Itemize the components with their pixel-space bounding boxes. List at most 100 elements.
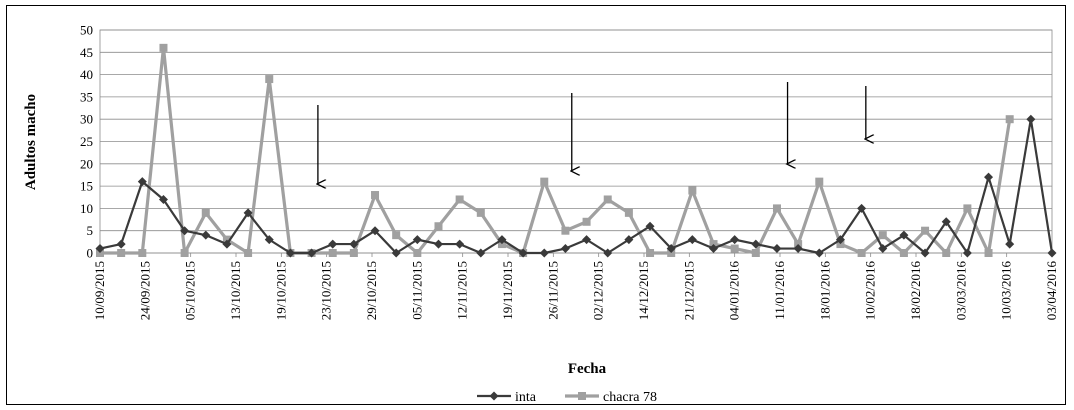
data-point	[138, 249, 147, 257]
data-point	[455, 195, 464, 204]
x-tick-label: 05/10/2015	[183, 261, 198, 320]
data-point	[328, 239, 338, 249]
data-point	[244, 249, 253, 257]
data-point	[116, 239, 126, 249]
data-point	[539, 248, 549, 258]
data-point	[413, 249, 422, 257]
y-axis-ticks: 0 5 10 15 20 25 30 35 40 45 50	[80, 23, 93, 261]
data-point	[497, 235, 507, 245]
data-point	[307, 248, 317, 258]
x-tick-label: 19/10/2015	[273, 261, 288, 320]
x-tick-label: 26/11/2015	[545, 261, 560, 320]
data-point	[920, 248, 930, 258]
y-tick-label: 30	[80, 112, 93, 127]
data-point	[1047, 248, 1057, 258]
x-tick-label: 18/01/2016	[817, 261, 832, 321]
data-point	[878, 231, 887, 240]
data-point	[1005, 239, 1015, 249]
data-point	[835, 235, 845, 245]
data-point	[730, 235, 740, 245]
data-point	[624, 235, 634, 245]
x-tick-label: 13/10/2015	[228, 261, 243, 320]
data-point	[878, 244, 888, 254]
y-tick-label: 5	[87, 223, 94, 238]
x-tick-label: 19/11/2015	[500, 261, 515, 320]
legend-swatch-marker	[489, 391, 499, 401]
data-point	[921, 226, 930, 235]
legend-swatch-marker	[578, 392, 586, 400]
data-point	[285, 248, 295, 258]
x-tick-label: 29/10/2015	[364, 261, 379, 320]
y-tick-label: 50	[80, 23, 93, 38]
data-point	[391, 248, 401, 258]
data-point	[1005, 115, 1014, 124]
data-point	[222, 239, 232, 249]
data-point	[772, 204, 781, 213]
data-point	[455, 239, 465, 249]
x-tick-label: 05/11/2015	[409, 261, 424, 320]
data-point	[137, 177, 147, 187]
data-point	[984, 172, 994, 182]
data-point	[243, 208, 253, 218]
x-tick-label: 21/12/2015	[681, 261, 696, 320]
legend-item-chacra-78: chacra 78	[565, 390, 657, 405]
chart-frame: 0 5 10 15 20 25 30 35 40 45 50 10/09/2015 24/09/201…	[6, 5, 1066, 405]
y-tick-label: 10	[80, 201, 93, 216]
x-tick-label: 02/12/2015	[591, 261, 606, 320]
data-point	[899, 230, 909, 240]
plot-area	[99, 29, 1053, 254]
data-point	[561, 226, 570, 235]
legend: inta chacra 78	[477, 390, 657, 405]
data-point	[582, 217, 591, 226]
x-tick-label: 10/03/2016	[999, 261, 1014, 321]
x-tick-label: 23/10/2015	[319, 261, 334, 320]
data-point	[815, 177, 824, 186]
data-point	[349, 239, 359, 249]
data-point	[1026, 114, 1036, 124]
data-point	[646, 249, 655, 257]
x-tick-label: 12/11/2015	[455, 261, 470, 320]
data-point	[603, 195, 612, 204]
x-axis-title: Fecha	[568, 361, 607, 377]
legend-item-inta: inta	[477, 390, 537, 405]
data-point	[772, 244, 782, 254]
data-point	[180, 249, 189, 257]
x-tick-label: 03/03/2016	[953, 261, 968, 321]
y-axis-title: Adultos macho	[23, 94, 39, 190]
x-tick-label: 11/01/2016	[772, 261, 787, 320]
x-tick-label: 03/04/2016	[1044, 261, 1059, 321]
data-point	[392, 231, 401, 240]
data-point	[941, 217, 951, 227]
x-tick-label: 24/09/2015	[137, 261, 152, 320]
y-tick-label: 45	[80, 45, 93, 60]
data-point	[582, 235, 592, 245]
x-tick-label: 10/02/2016	[863, 261, 878, 321]
series-chacra-78	[96, 43, 1014, 257]
data-point	[688, 186, 697, 195]
plot-border	[99, 29, 1053, 254]
x-tick-label: 04/01/2016	[727, 261, 742, 321]
data-point	[857, 249, 866, 257]
x-tick-label: 14/12/2015	[636, 261, 651, 320]
data-point	[814, 248, 824, 258]
series-inta	[95, 114, 1057, 258]
data-point	[793, 244, 803, 254]
data-point	[159, 43, 168, 52]
data-point	[560, 244, 570, 254]
data-point	[158, 194, 168, 204]
data-point	[730, 244, 739, 253]
data-point	[857, 203, 867, 213]
data-point	[687, 235, 697, 245]
data-point	[476, 208, 485, 217]
data-point	[709, 244, 719, 254]
y-tick-label: 20	[80, 156, 93, 171]
data-point	[962, 248, 972, 258]
data-point	[370, 226, 380, 236]
data-point	[899, 249, 908, 257]
data-point	[433, 239, 443, 249]
x-axis-ticks: 10/09/2015 24/09/2015 05/10/2015 13/10/2015…	[92, 253, 1059, 320]
y-tick-label: 15	[80, 179, 93, 194]
data-point	[201, 208, 210, 217]
data-point	[434, 222, 443, 231]
annotation-arrows	[318, 82, 866, 184]
